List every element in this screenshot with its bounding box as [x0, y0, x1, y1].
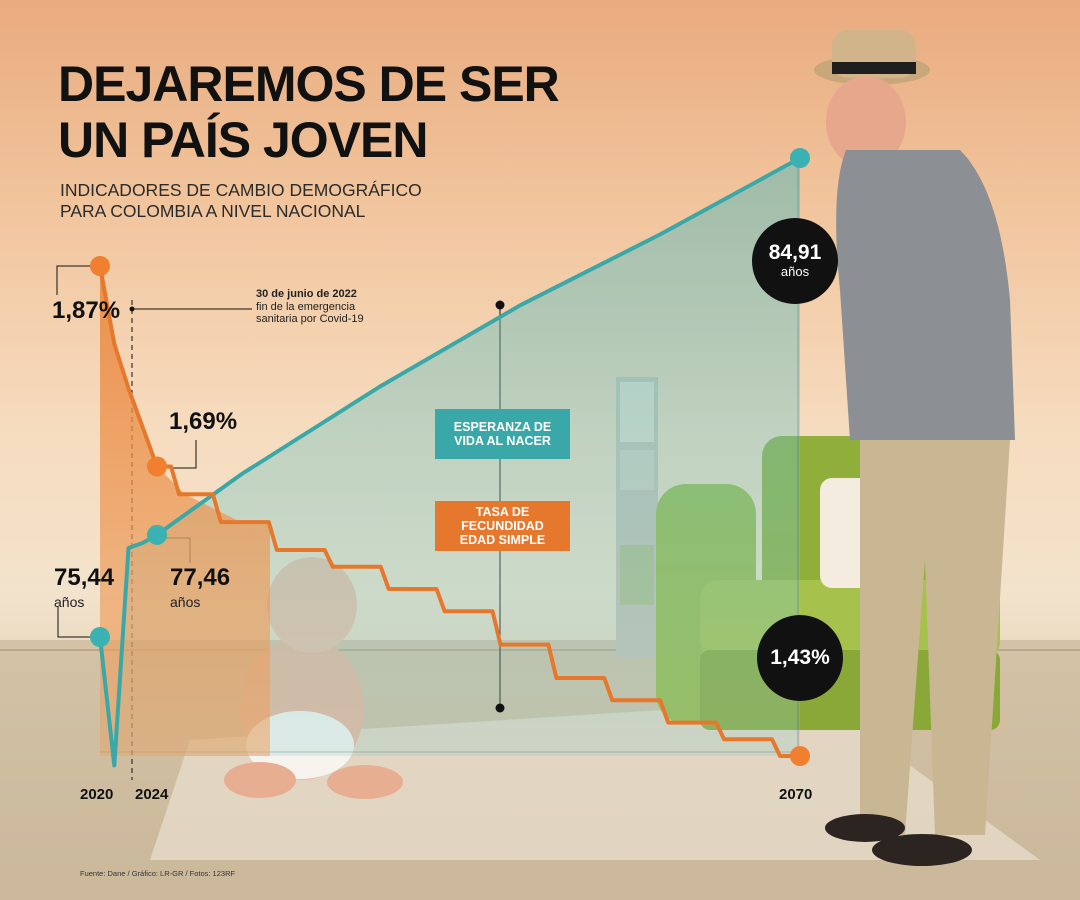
subtitle-line-2: PARA COLOMBIA A NIVEL NACIONAL: [60, 201, 366, 221]
covid-annotation: 30 de junio de 2022 fin de la emergencia…: [256, 288, 366, 326]
legend-life-line-1: ESPERANZA DE: [453, 420, 552, 434]
source-credit: Fuente: Dane / Gráfico: LR-GR / Fotos: 1…: [80, 869, 236, 878]
year-label-2020: 2020: [80, 786, 114, 803]
fertility-mid-dot: [495, 703, 505, 713]
life-2020-unit: años: [54, 594, 85, 610]
page-subtitle: INDICADORES DE CAMBIO DEMOGRÁFICO PARA C…: [60, 180, 422, 222]
legend-fert-line-1: TASA DE FECUNDIDAD: [461, 505, 544, 533]
life-expectancy-area: [100, 158, 800, 766]
covid-note-dot: [129, 306, 135, 312]
title-line-2: UN PAÍS JOVEN: [58, 112, 428, 168]
fertility-2070-badge: 1,43%: [757, 615, 843, 701]
life-2024-marker: [147, 524, 167, 545]
callout-fert-2020: [56, 265, 100, 295]
fertility-2070-value: 1,43%: [770, 646, 830, 669]
covid-annotation-text: fin de la emergencia sanitaria por Covid…: [256, 300, 364, 326]
fertility-2020-marker: [90, 256, 110, 276]
life-2020-marker: [90, 627, 110, 647]
page-title: DEJAREMOS DE SER UN PAÍS JOVEN: [58, 56, 560, 168]
life-2020-label: 75,44: [54, 564, 115, 591]
legend-fertility: TASA DE FECUNDIDAD EDAD SIMPLE: [435, 501, 570, 551]
year-label-2070: 2070: [779, 786, 813, 803]
fertility-2020-label: 1,87%: [52, 297, 121, 324]
life-2070-value: 84,91: [768, 241, 822, 264]
fertility-2024-marker: [147, 456, 167, 477]
life-mid-dot: [495, 300, 505, 310]
life-2070-badge: 84,91 años: [752, 218, 838, 304]
fertility-2024-label: 1,69%: [169, 408, 238, 435]
legend-fert-line-2: EDAD SIMPLE: [459, 533, 546, 547]
subtitle-line-1: INDICADORES DE CAMBIO DEMOGRÁFICO: [60, 180, 422, 200]
fertility-area: [100, 266, 270, 756]
elderly-man-illustration: [814, 30, 1015, 866]
life-2024-label: 77,46: [170, 564, 231, 591]
life-2070-unit: años: [780, 264, 810, 279]
life-expectancy-line: [98, 156, 801, 768]
life-2024-unit: años: [170, 594, 201, 610]
legend-life-expectancy: ESPERANZA DE VIDA AL NACER: [435, 409, 570, 459]
legend-life-line-2: VIDA AL NACER: [454, 434, 551, 448]
fertility-line: [98, 265, 800, 758]
covid-annotation-date: 30 de junio de 2022: [256, 288, 357, 300]
fertility-2070-marker: [790, 746, 810, 766]
year-label-2024: 2024: [135, 786, 169, 803]
callout-life-2020: [57, 606, 100, 638]
title-line-1: DEJAREMOS DE SER: [58, 56, 560, 112]
life-2070-marker: [790, 148, 810, 168]
